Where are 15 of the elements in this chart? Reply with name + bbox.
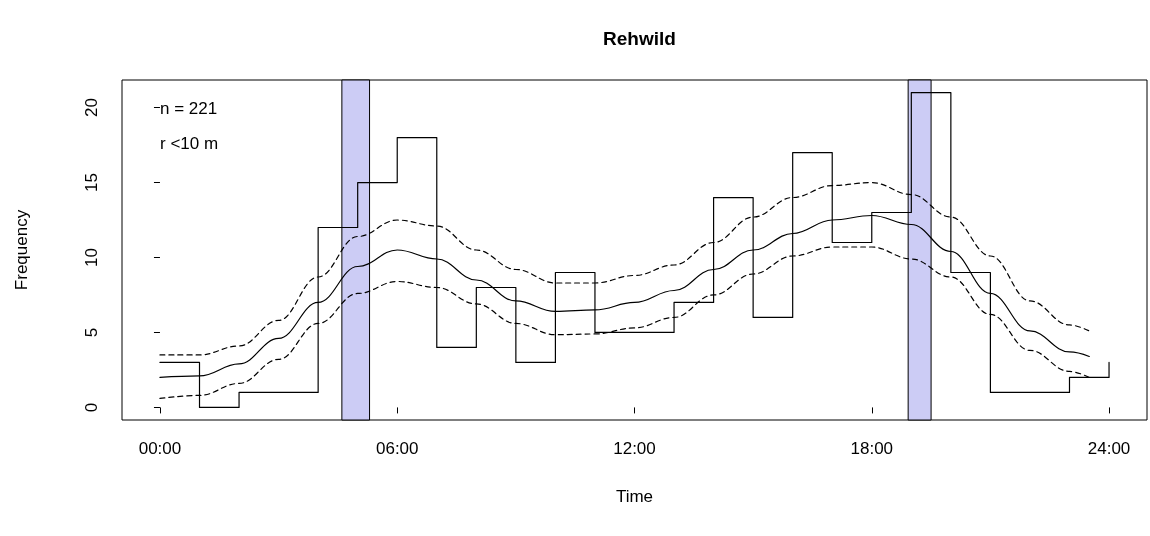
y-tick-label: 0 xyxy=(82,402,101,413)
y-tick-label: 10 xyxy=(82,248,101,267)
chart-title: Rehwild xyxy=(603,28,676,49)
x-tick-label: 18:00 xyxy=(850,439,894,458)
x-tick-label: 06:00 xyxy=(375,439,419,458)
y-tick-label: 15 xyxy=(82,173,101,192)
y-tick-label: 20 xyxy=(82,98,101,118)
annotation: n = 221 xyxy=(160,99,218,118)
x-tick-label: 24:00 xyxy=(1087,439,1131,458)
x-tick-label: 12:00 xyxy=(613,439,656,458)
annotation: r <10 m xyxy=(160,134,219,153)
y-tick-label: 5 xyxy=(82,327,101,338)
x-axis-title: Time xyxy=(615,487,654,506)
x-tick-label: 00:00 xyxy=(138,439,182,458)
y-axis-title: Frequency xyxy=(12,209,31,291)
